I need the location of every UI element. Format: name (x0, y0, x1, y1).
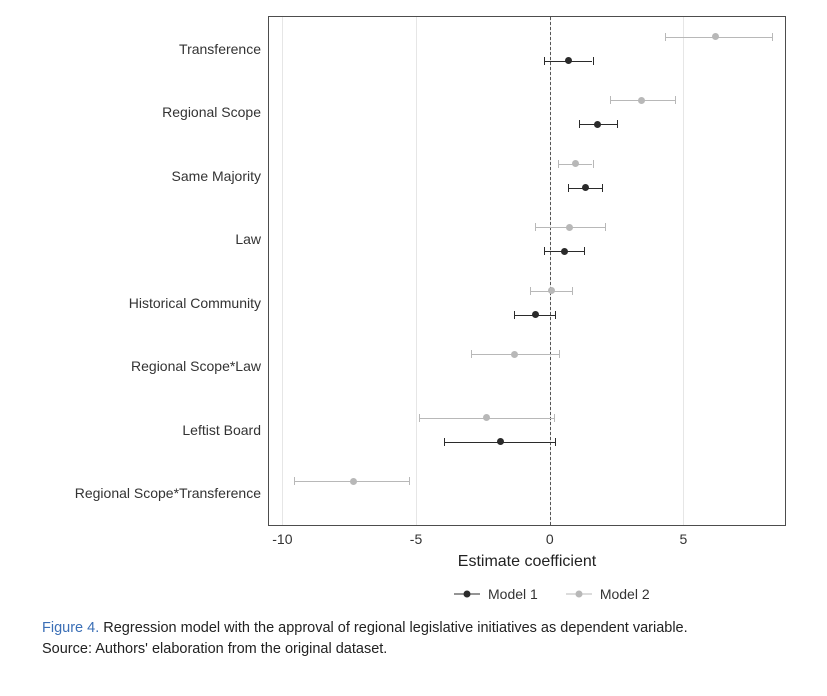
ci-cap (535, 223, 536, 231)
ci-cap (665, 33, 666, 41)
ci-cap (555, 311, 556, 319)
ci-cap (558, 160, 559, 168)
legend: Model 1 Model 2 (454, 586, 650, 602)
y-category-label: Historical Community (129, 295, 269, 311)
ci-cap (554, 414, 555, 422)
ci-cap (294, 477, 295, 485)
legend-item: Model 2 (566, 586, 650, 602)
gridline (282, 17, 283, 525)
ci-cap (772, 33, 773, 41)
figure-caption-text: Regression model with the approval of re… (103, 620, 687, 636)
y-category-label: Regional Scope*Transference (75, 485, 269, 501)
estimate-point (566, 224, 573, 231)
gridline (416, 17, 417, 525)
ci-cap (544, 247, 545, 255)
ci-cap (568, 184, 569, 192)
y-category-label: Same Majority (172, 168, 269, 184)
ci-cap (444, 438, 445, 446)
estimate-point (638, 97, 645, 104)
y-category-label: Transference (179, 41, 269, 57)
ci-cap (419, 414, 420, 422)
estimate-point (712, 33, 719, 40)
ci-cap (602, 184, 603, 192)
ci-cap (617, 120, 618, 128)
estimate-point (594, 121, 601, 128)
figure-wrapper: { "canvas": { "width": 827, "height": 69… (0, 0, 827, 696)
ci-cap (593, 57, 594, 65)
ci-cap (605, 223, 606, 231)
x-axis-title: Estimate coefficient (458, 525, 596, 571)
figure-source: Source: Authors' elaboration from the or… (42, 641, 387, 657)
x-tick-label: -10 (272, 525, 292, 547)
estimate-point (483, 414, 490, 421)
y-category-label: Regional Scope (162, 104, 269, 120)
ci-cap (471, 350, 472, 358)
ci-cap (514, 311, 515, 319)
coefficient-plot: -10-505Estimate coefficientTransferenceR… (268, 16, 786, 526)
figure-label: Figure 4. (42, 620, 99, 636)
ci-cap (559, 350, 560, 358)
estimate-point (511, 351, 518, 358)
figure-caption: Figure 4. Regression model with the appr… (42, 618, 782, 660)
ci-cap (584, 247, 585, 255)
legend-item: Model 1 (454, 586, 538, 602)
ci-cap (544, 57, 545, 65)
legend-swatch (566, 587, 592, 601)
ci-cap (409, 477, 410, 485)
y-category-label: Leftist Board (182, 422, 269, 438)
estimate-point (350, 478, 357, 485)
x-tick-label: 5 (679, 525, 687, 547)
ci-cap (555, 438, 556, 446)
estimate-point (532, 311, 539, 318)
ci-cap (593, 160, 594, 168)
estimate-point (561, 248, 568, 255)
estimate-point (548, 287, 555, 294)
legend-label: Model 2 (600, 586, 650, 602)
estimate-point (497, 438, 504, 445)
y-category-label: Law (235, 231, 269, 247)
ci-cap (675, 96, 676, 104)
estimate-point (572, 160, 579, 167)
legend-label: Model 1 (488, 586, 538, 602)
ci-cap (610, 96, 611, 104)
zero-line (550, 17, 551, 525)
ci-cap (579, 120, 580, 128)
ci-cap (530, 287, 531, 295)
y-category-label: Regional Scope*Law (131, 358, 269, 374)
ci-cap (572, 287, 573, 295)
x-tick-label: -5 (410, 525, 422, 547)
estimate-point (582, 184, 589, 191)
legend-swatch (454, 587, 480, 601)
gridline (683, 17, 684, 525)
estimate-point (565, 57, 572, 64)
